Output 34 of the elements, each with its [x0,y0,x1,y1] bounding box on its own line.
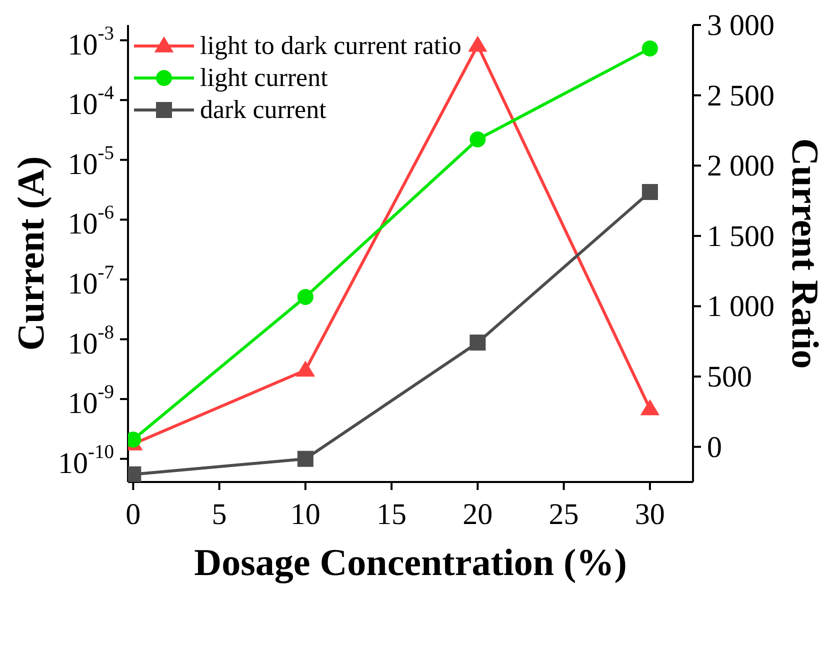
y2-tick-label: 1 000 [707,290,774,323]
y2-tick-label: 2 000 [707,149,774,182]
x-tick-label: 10 [290,498,320,530]
point [470,131,486,148]
y2-tick-label: 3 000 [707,8,774,42]
y-tick-label: 10$^{-9}$ [68,382,114,420]
x-tick-label: 5 [212,498,227,530]
x-axis-title: Dosage Concentration (%) [194,542,627,584]
legend-label: dark current [200,94,326,126]
y2-tick-label: 500 [707,360,752,394]
x-tick-label: 0 [126,498,141,530]
y-tick-label: 10$^{-10}$ [58,442,114,480]
point [642,184,658,200]
x-tick-label: 25 [548,498,579,530]
y-tick-label: 10$^{-5}$ [68,142,114,180]
x-tick-label: 20 [462,498,493,530]
y2-tick-label: 2 500 [707,78,774,112]
x-tick-label: 15 [376,498,407,530]
y-axis-title: Current (A) [10,156,52,351]
y-tick-label: 10$^{-3}$ [68,23,114,61]
point [297,288,314,305]
y-tick-label: 10$^{-7}$ [68,262,114,300]
legend-label: light to dark current ratio [200,30,462,62]
point [642,40,658,56]
x-tick-label: 30 [634,498,665,530]
y2-tick-label: 1 500 [707,219,774,252]
point [297,450,314,467]
y-tick-label: 10$^{-4}$ [68,83,114,121]
legend-label: light current [200,62,328,94]
y-tick-label: 10$^{-6}$ [68,202,114,240]
y-tick-label: 10$^{-8}$ [68,322,114,360]
y2-tick-label: 0 [707,430,722,464]
y2-axis-title: Current Ratio [784,138,826,369]
point [470,334,486,351]
